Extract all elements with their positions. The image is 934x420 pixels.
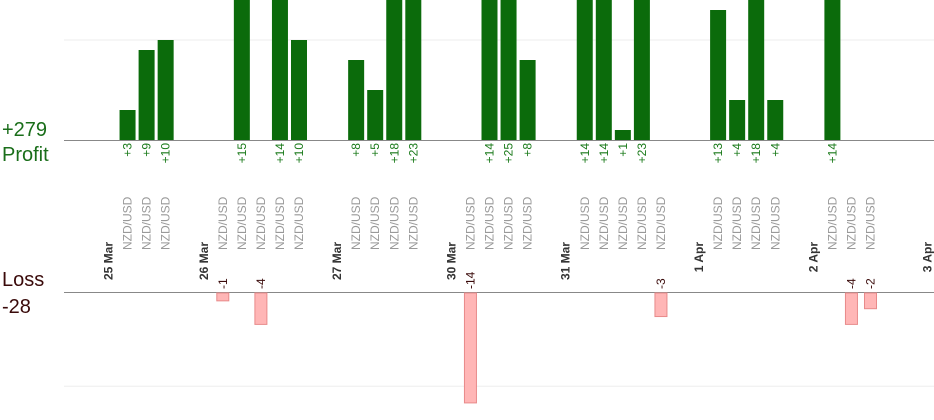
profit-bar bbox=[710, 10, 727, 140]
pair-label: NZD/USD bbox=[654, 196, 668, 250]
profit-bar bbox=[481, 0, 498, 140]
profit-value-label: +14 bbox=[578, 143, 592, 164]
profit-value-label: +14 bbox=[597, 143, 611, 164]
loss-bar bbox=[463, 292, 477, 404]
profit-value-label: +10 bbox=[159, 143, 173, 164]
profit-bar bbox=[348, 60, 365, 140]
pair-label: NZD/USD bbox=[159, 196, 173, 250]
pair-label: NZD/USD bbox=[254, 196, 268, 250]
profit-value-label: +1 bbox=[616, 143, 630, 157]
pair-label: NZD/USD bbox=[349, 196, 363, 250]
profit-value-label: +14 bbox=[825, 143, 839, 164]
profit-bar bbox=[748, 0, 765, 140]
pair-label: NZD/USD bbox=[368, 196, 382, 250]
pair-label: NZD/USD bbox=[711, 196, 725, 250]
loss-bar bbox=[654, 292, 668, 318]
profit-total: +279 bbox=[2, 119, 48, 141]
profit-bar bbox=[291, 40, 307, 140]
date-label: 2 Apr bbox=[806, 242, 820, 273]
pair-label: NZD/USD bbox=[406, 196, 420, 250]
pair-label: NZD/USD bbox=[121, 196, 135, 250]
pair-label: NZD/USD bbox=[844, 196, 858, 250]
loss-value-label: -14 bbox=[463, 271, 477, 289]
profit-bar bbox=[138, 50, 155, 140]
profit-value-label: +8 bbox=[521, 143, 535, 157]
pair-label: NZD/USD bbox=[635, 196, 649, 250]
loss-total: -28 bbox=[2, 296, 31, 318]
profit-bar bbox=[119, 110, 136, 140]
date-label: 30 Mar bbox=[444, 242, 458, 280]
pair-label: NZD/USD bbox=[387, 196, 401, 250]
profit-bar bbox=[271, 0, 288, 140]
profit-bar bbox=[576, 0, 593, 140]
pair-label: NZD/USD bbox=[578, 196, 592, 250]
pair-label: NZD/USD bbox=[273, 196, 287, 250]
pair-label: NZD/USD bbox=[483, 196, 497, 250]
profit-bar bbox=[519, 60, 536, 140]
pair-label: NZD/USD bbox=[140, 196, 154, 250]
loss-bar bbox=[216, 292, 230, 302]
profit-bar bbox=[367, 90, 384, 140]
pair-label: NZD/USD bbox=[597, 196, 611, 250]
pair-label: NZD/USD bbox=[502, 196, 516, 250]
date-label: 31 Mar bbox=[559, 242, 573, 280]
profit-value-label: +8 bbox=[349, 143, 363, 157]
pair-label: NZD/USD bbox=[292, 196, 306, 250]
loss-bar bbox=[864, 292, 877, 310]
profit-label: Profit bbox=[2, 144, 49, 166]
loss-label: Loss bbox=[2, 269, 45, 291]
profit-bar bbox=[633, 0, 650, 140]
pair-label: NZD/USD bbox=[235, 196, 249, 250]
pair-label: NZD/USD bbox=[463, 196, 477, 250]
loss-value-label: -4 bbox=[844, 278, 858, 289]
profit-value-label: +14 bbox=[483, 143, 497, 164]
profit-value-label: +4 bbox=[730, 143, 744, 157]
date-label: 1 Apr bbox=[692, 242, 706, 273]
profit-value-label: +3 bbox=[121, 143, 135, 157]
pair-label: NZD/USD bbox=[521, 196, 535, 250]
pair-label: NZD/USD bbox=[616, 196, 630, 250]
profit-bar bbox=[824, 0, 841, 140]
profit-bar bbox=[233, 0, 250, 140]
profit-value-label: +25 bbox=[502, 143, 516, 164]
pair-label: NZD/USD bbox=[749, 196, 763, 250]
pair-label: NZD/USD bbox=[730, 196, 744, 250]
date-label: 3 Apr bbox=[921, 242, 934, 273]
loss-bar bbox=[844, 292, 858, 325]
date-label: 26 Mar bbox=[197, 242, 211, 280]
loss-value-label: -2 bbox=[864, 278, 878, 289]
profit-bar bbox=[729, 100, 746, 140]
profit-value-label: +14 bbox=[273, 143, 287, 164]
profit-bar bbox=[767, 100, 784, 140]
profit-bar bbox=[595, 0, 612, 140]
pair-label: NZD/USD bbox=[864, 196, 878, 250]
profit-value-label: +18 bbox=[749, 143, 763, 164]
date-label: 25 Mar bbox=[102, 242, 116, 280]
profit-value-label: +10 bbox=[292, 143, 306, 164]
profit-bar bbox=[157, 40, 174, 140]
profit-value-label: +9 bbox=[140, 143, 154, 157]
profit-value-label: +23 bbox=[406, 143, 420, 164]
profit-bar bbox=[405, 0, 422, 140]
loss-value-label: -3 bbox=[654, 278, 668, 289]
profit-bar bbox=[614, 130, 631, 140]
profit-value-label: +18 bbox=[387, 143, 401, 164]
loss-value-label: -1 bbox=[216, 278, 230, 289]
profit-bar bbox=[500, 0, 517, 140]
profit-value-label: +23 bbox=[635, 143, 649, 164]
date-label: 27 Mar bbox=[330, 242, 344, 280]
pair-label: NZD/USD bbox=[825, 196, 839, 250]
profit-value-label: +5 bbox=[368, 143, 382, 157]
loss-bar bbox=[254, 292, 268, 325]
loss-value-label: -4 bbox=[254, 278, 268, 289]
pair-label: NZD/USD bbox=[768, 196, 782, 250]
profit-value-label: +4 bbox=[768, 143, 782, 157]
profit-value-label: +15 bbox=[235, 143, 249, 164]
pair-label: NZD/USD bbox=[216, 196, 230, 250]
profit-value-label: +13 bbox=[711, 143, 725, 164]
profit-bar bbox=[386, 0, 403, 140]
